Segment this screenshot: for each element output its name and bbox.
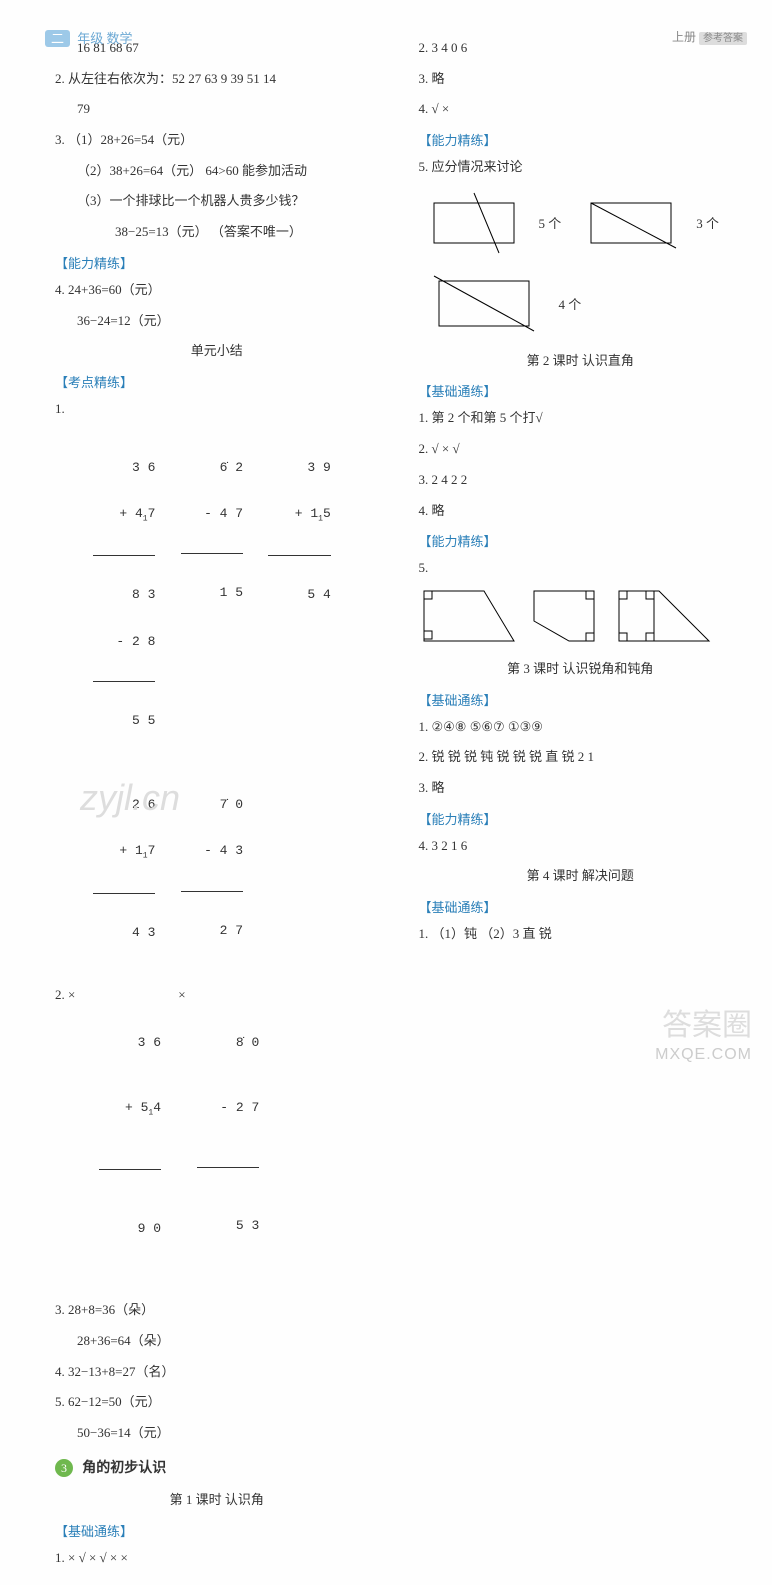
section-ability2: 【能力精练】 (419, 531, 743, 550)
text-line: 3. 2 4 2 2 (419, 468, 743, 493)
lesson1: 第 1 课时 认识角 (55, 1488, 379, 1513)
text-line: 1. ②④⑧ ⑤⑥⑦ ①③⑨ (419, 715, 743, 740)
grade-num: 二 (45, 30, 70, 47)
vmath-b: 6̇ 2 - 4 7 1 5 (181, 430, 243, 632)
text-line: 5. 应分情况来讨论 (419, 155, 743, 180)
section-basic: 【基础通练】 (55, 1521, 379, 1540)
volume: 上册 (672, 30, 696, 44)
q1-label: 1. (55, 397, 379, 422)
text-line: 36−24=12（元） (55, 309, 379, 334)
q2-row: 2. × 3 6 + 514 9 0 × 8̇ 0 - 2 7 5 3 (55, 983, 379, 1292)
chapter-head: 3 角的初步认识 (55, 1456, 379, 1483)
shape-rect2 (576, 188, 686, 258)
vmath-2b: 8̇ 0 - 2 7 5 3 (197, 985, 259, 1284)
text-line: （2）38+26=64（元） 64>60 能参加活动 (55, 159, 379, 184)
lesson2: 第 2 课时 认识直角 (419, 349, 743, 374)
shape-label: 4 个 (559, 294, 582, 313)
unit-summary: 单元小结 (55, 339, 379, 364)
shape-rect3 (419, 266, 549, 341)
text-line: 1. 第 2 个和第 5 个打√ (419, 406, 743, 431)
vmath-row: 3 6 + 417 8 3 - 2 8 5 5 6̇ 2 - 4 7 1 5 3… (55, 428, 379, 766)
shape-label: 3 个 (696, 213, 719, 232)
chapter-title: 角的初步认识 (82, 1461, 166, 1476)
text-line: （3）一个排球比一个机器人贵多少钱？ (55, 189, 379, 214)
q1-num: 1. (55, 401, 65, 416)
b5-row: 5. (419, 556, 743, 651)
page-body: 16 81 68 67 2. 从左往右依次为：52 27 63 9 39 51 … (0, 22, 772, 1585)
vmath-e: 7̇ 0 - 4 3 2 7 (181, 767, 243, 969)
text-line: 5. 62−12=50（元） (55, 1390, 379, 1415)
text-line: 4. 32−13+8=27（名） (55, 1360, 379, 1385)
text-line: 38−25=13（元） （答案不唯一） (55, 220, 379, 245)
shape-row-1: 5 个 3 个 (419, 188, 743, 258)
text-line: 3. （1）28+26=54（元） (55, 128, 379, 153)
vmath-a: 3 6 + 417 8 3 - 2 8 5 5 (93, 430, 155, 760)
text-line: 4. 3 2 1 6 (419, 834, 743, 859)
lesson3: 第 3 课时 认识锐角和钝角 (419, 657, 743, 682)
b5-label: 5. (419, 560, 429, 575)
vmath-2a: 3 6 + 514 9 0 (99, 985, 161, 1286)
text-line: 2. √ × √ (419, 437, 743, 462)
text-line: 3. 略 (419, 67, 743, 92)
header-right: 上册 参考答案 (672, 28, 747, 45)
chapter-num: 3 (55, 1459, 73, 1477)
text-line: 3. 28+8=36（朵） (55, 1298, 379, 1323)
section-ability3: 【能力精练】 (419, 809, 743, 828)
grade-text: 年级 数学 (77, 31, 132, 46)
shape-rect1 (419, 188, 529, 258)
vmath-d: 2 6 + 117 4 3 (93, 767, 155, 971)
right-angle-shapes (419, 581, 719, 651)
vmath-c: 3 9 + 115 5 4 (268, 430, 330, 634)
section-basic: 【基础通练】 (419, 381, 743, 400)
text-line: 2. 锐 锐 锐 钝 锐 锐 锐 直 锐 2 1 (419, 745, 743, 770)
q2-label: 2. × (55, 987, 75, 1002)
section-ability: 【能力精练】 (419, 130, 743, 149)
text-line: 79 (55, 97, 379, 122)
lesson4: 第 4 课时 解决问题 (419, 864, 743, 889)
section-test: 【考点精练】 (55, 372, 379, 391)
text-line: 4. 24+36=60（元） (55, 278, 379, 303)
q-tf: 1. × √ × √ × × (55, 1546, 379, 1571)
section-basic2: 【基础通练】 (419, 690, 743, 709)
text-line: 4. 略 (419, 499, 743, 524)
text-line: 28+36=64（朵） (55, 1329, 379, 1354)
header-tag: 参考答案 (699, 32, 747, 45)
vmath-row2: 2 6 + 117 4 3 7̇ 0 - 4 3 2 7 (55, 765, 379, 977)
text-line: 2. 从左往右依次为：52 27 63 9 39 51 14 (55, 67, 379, 92)
text-line: 50−36=14（元） (55, 1421, 379, 1446)
header-left: 二 年级 数学 (45, 28, 133, 47)
text-line: 4. √ × (419, 97, 743, 122)
text-line: 3. 略 (419, 776, 743, 801)
shape-row-2: 4 个 (419, 266, 743, 341)
section-basic3: 【基础通练】 (419, 897, 743, 916)
left-column: 16 81 68 67 2. 从左往右依次为：52 27 63 9 39 51 … (45, 30, 399, 1577)
right-column: 2. 3 4 0 6 3. 略 4. √ × 【能力精练】 5. 应分情况来讨论… (399, 30, 753, 1577)
shape-label: 5 个 (539, 213, 562, 232)
section-ability: 【能力精练】 (55, 253, 379, 272)
text-line: 1. （1）钝 （2）3 直 锐 (419, 922, 743, 947)
